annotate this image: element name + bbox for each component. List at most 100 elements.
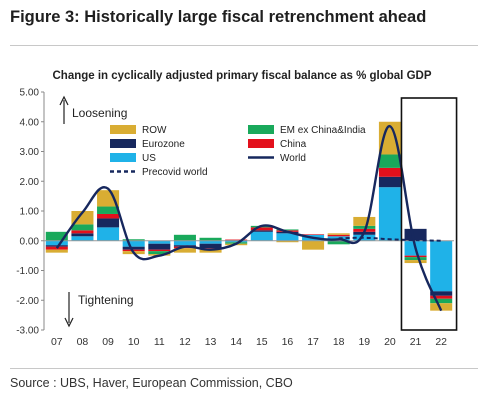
y-tick-label: 1.00 [20, 207, 40, 218]
x-tick-label: 15 [256, 336, 268, 348]
line-world [55, 125, 443, 312]
tightening-arrowhead [64, 317, 74, 328]
bar-us-15 [250, 231, 273, 241]
bar-eurozone-09 [97, 218, 120, 228]
bar-us-09 [97, 227, 120, 241]
legend-label-world: World [280, 153, 306, 164]
bar-eurozone-08 [71, 233, 94, 237]
bar-em-ex-china-india-21 [404, 257, 427, 261]
bar-us-07 [45, 240, 68, 246]
bar-eurozone-11 [148, 243, 171, 250]
bar-us-20 [378, 187, 401, 241]
bar-us-16 [276, 233, 299, 241]
bar-row-22 [430, 303, 453, 311]
fiscal-balance-chart: Change in cyclically adjusted primary fi… [16, 70, 458, 348]
bar-row-21 [404, 260, 427, 264]
legend-swatch-us [110, 153, 136, 162]
bar-em-ex-china-india-13 [199, 237, 222, 241]
y-tick-label: -2.00 [16, 296, 39, 307]
bar-em-ex-china-india-20 [378, 154, 401, 168]
x-tick-label: 14 [230, 336, 242, 348]
bar-us-11 [148, 240, 171, 244]
bar-row-20 [378, 121, 401, 155]
bar-china-10 [122, 249, 145, 252]
highlight-rectangle [400, 97, 458, 331]
bar-china-17 [302, 234, 325, 235]
bar-china-20 [378, 167, 401, 177]
bar-us-10 [122, 240, 145, 247]
bar-china-09 [97, 213, 120, 219]
title-divider [10, 45, 478, 46]
y-tick-label: 3.00 [20, 147, 40, 158]
y-tick-label: -1.00 [16, 266, 39, 277]
bar-em-ex-china-india-10 [122, 239, 145, 241]
x-tick-label: 13 [205, 336, 217, 348]
legend-swatch-eurozone [110, 139, 136, 148]
bar-china-21 [404, 255, 427, 258]
bar-em-ex-china-india-16 [276, 229, 299, 231]
x-tick-label: 18 [333, 336, 345, 348]
bar-us-12 [173, 240, 196, 246]
bar-row-19 [353, 216, 376, 226]
bar-china-08 [71, 230, 94, 234]
x-tick-label: 08 [77, 336, 89, 348]
bar-eurozone-21 [404, 228, 427, 241]
bar-china-18 [327, 234, 350, 237]
bar-us-22 [430, 240, 453, 292]
x-tick-label: 10 [128, 336, 140, 348]
x-tick-label: 07 [51, 336, 63, 348]
bar-us-13 [199, 240, 222, 244]
lines-group [55, 125, 443, 312]
bar-row-12 [173, 248, 196, 253]
x-tick-label: 17 [307, 336, 319, 348]
bar-row-17 [302, 240, 325, 250]
x-tick-label: 09 [102, 336, 114, 348]
legend-swatch-china [248, 139, 274, 148]
legend-swatch-row [110, 125, 136, 134]
x-tick-label: 21 [410, 336, 422, 348]
source-divider [10, 368, 478, 369]
legend: ROW EM ex China&India Eurozone China US World… [110, 125, 366, 178]
bar-em-ex-china-india-08 [71, 224, 94, 231]
y-axis: 5.00 4.00 3.00 2.00 1.00 0.00 -1.00 -2.00 -3.00 [16, 88, 45, 337]
highlight-box [400, 97, 458, 331]
y-tick-label: 5.00 [20, 88, 40, 99]
legend-label-us: US [142, 153, 156, 164]
figure-title: Figure 3: Historically large fiscal retr… [10, 8, 427, 26]
bar-eurozone-20 [378, 176, 401, 188]
bar-row-16 [276, 240, 299, 243]
y-tick-label: -3.00 [16, 326, 39, 337]
x-tick-label: 22 [435, 336, 447, 348]
bar-eurozone-15 [250, 230, 273, 232]
x-axis: 07 08 09 10 11 12 13 14 15 16 17 18 19 20 21 22 [51, 336, 447, 348]
loosening-arrowhead [59, 95, 69, 106]
legend-label-row: ROW [142, 125, 167, 136]
y-tick-label: 2.00 [20, 177, 40, 188]
x-tick-label: 11 [154, 336, 165, 348]
bar-eurozone-22 [430, 291, 453, 296]
bar-eurozone-10 [122, 246, 145, 250]
legend-swatch-em-ex-china-india [248, 125, 274, 134]
bar-us-14 [225, 240, 248, 243]
tightening-label: Tightening [78, 293, 134, 307]
x-tick-label: 19 [358, 336, 370, 348]
bar-row-18 [327, 233, 350, 235]
bar-em-ex-china-india-12 [173, 234, 196, 241]
bar-row-07 [45, 249, 68, 253]
bar-em-ex-china-india-11 [148, 251, 171, 255]
legend-label-em-ex-china-india: EM ex China&India [280, 125, 366, 136]
annotations: Loosening Tightening [59, 95, 134, 328]
bar-row-09 [97, 190, 120, 207]
legend-label-china: China [280, 139, 307, 150]
chart-subtitle: Change in cyclically adjusted primary fi… [52, 70, 431, 82]
bar-em-ex-china-india-07 [45, 231, 68, 241]
bar-em-ex-china-india-22 [430, 298, 453, 304]
bar-em-ex-china-india-18 [327, 241, 350, 245]
bar-em-ex-china-india-09 [97, 206, 120, 214]
x-tick-label: 12 [179, 336, 191, 348]
legend-label-eurozone: Eurozone [142, 139, 185, 150]
bar-us-08 [71, 236, 94, 241]
bars-group [45, 121, 453, 311]
bar-us-19 [353, 234, 376, 241]
loosening-label: Loosening [72, 106, 127, 120]
